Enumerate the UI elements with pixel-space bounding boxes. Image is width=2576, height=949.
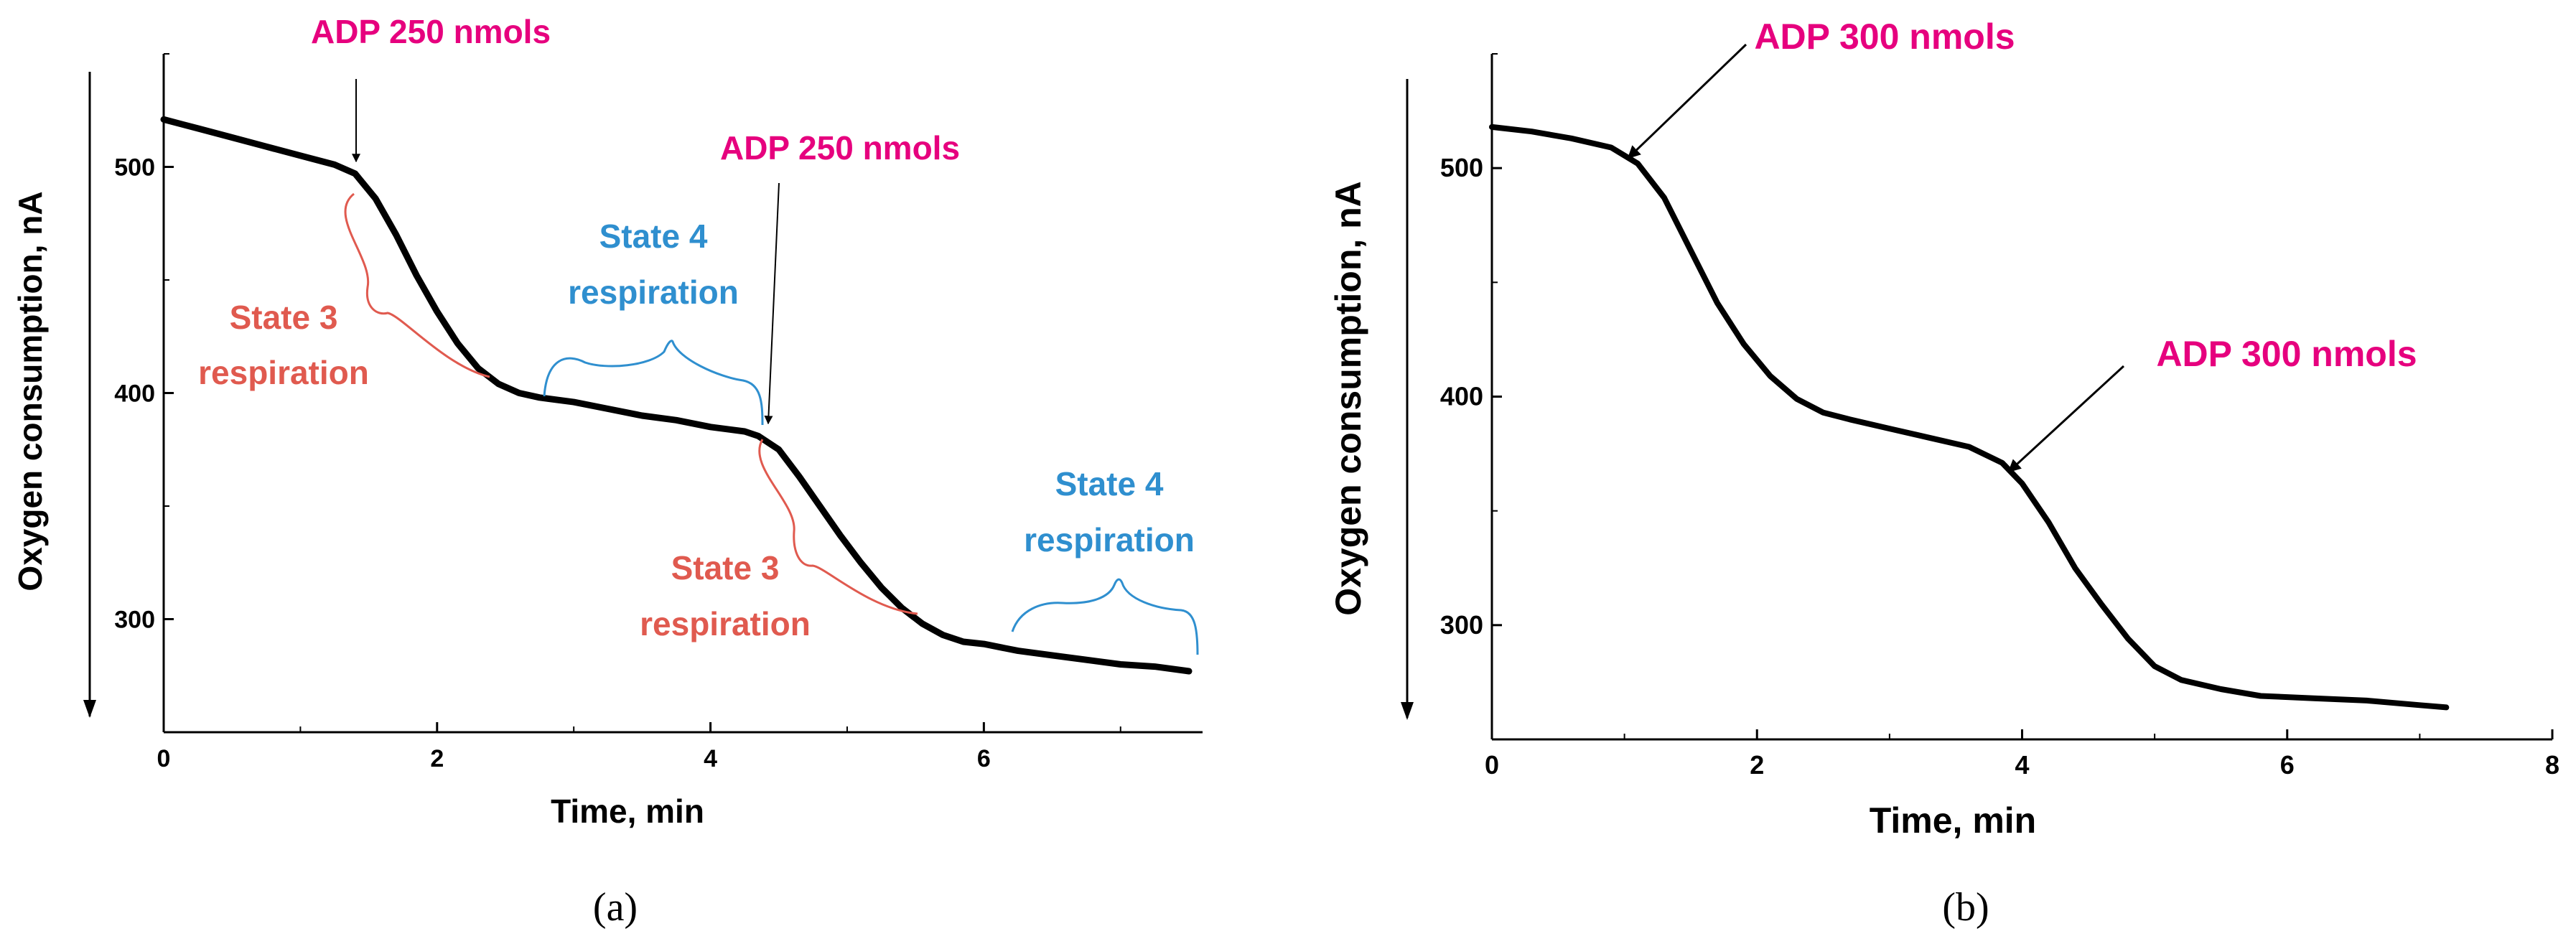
panel-b-adp-arrow-2 [2007,365,2125,473]
panel-b-xtick-label: 0 [1485,750,1499,780]
panel-b-xtick-label: 6 [2280,750,2295,780]
panel-b-ytick-label: 500 [1440,153,1483,182]
panel-b-xlabel: Time, min [1870,800,2036,841]
panel-b-caption: (b) [1942,885,1989,930]
panel-b-ylabel: Oxygen consumption, nA [1328,181,1368,616]
panel-a: 0 2 4 6 300 400 500 Time, min Oxygen consumpt… [11,13,1203,930]
panel-b-xtick-label: 4 [2015,750,2029,780]
panel-a-state4-label-2b: respiration [1024,521,1195,558]
panel-a-ytick-label: 300 [114,607,155,634]
panel-a-state4-bracket-2 [1011,578,1199,655]
panel-a-state4-bracket-1 [543,340,764,426]
panel-a-adp-label-2: ADP 250 nmols [720,129,960,167]
panel-a-xtick-label: 6 [977,745,991,772]
panel-a-state3-label-1a: State 3 [230,299,338,336]
panel-b: 0 2 4 6 8 300 400 500 Time, min Oxygen consump… [1328,17,2559,930]
panel-a-xlabel: Time, min [551,793,704,830]
panel-b-ytick-label: 400 [1440,382,1483,411]
panel-a-xtick-label: 4 [704,745,717,772]
panel-a-caption: (a) [593,885,638,930]
panel-a-state3-label-2b: respiration [640,605,811,642]
panel-b-xtick-label: 8 [2545,750,2559,780]
panel-a-ytick-label: 400 [114,380,155,408]
panel-a-ytick-label: 500 [114,154,155,182]
panel-a-state3-label-2a: State 3 [671,549,780,586]
panel-b-adp-label-1: ADP 300 nmols [1754,17,2015,57]
panel-b-adp-arrow-1 [1627,43,1747,159]
panel-a-ylabel-arrowhead [83,700,96,718]
panel-b-adp-label-2: ADP 300 nmols [2156,334,2417,374]
panel-a-state4-label-1b: respiration [568,274,739,311]
panel-a-trace [160,116,1193,675]
panel-a-state3-label-1b: respiration [198,354,369,391]
panel-a-state4-label-1a: State 4 [599,218,708,255]
panel-a-state4-label-2a: State 4 [1055,465,1164,502]
panel-a-xtick-label: 0 [157,745,171,772]
panel-a-adp-label-1: ADP 250 nmols [311,13,551,50]
panel-b-trace [1489,123,2450,711]
panel-a-xtick-label: 2 [430,745,444,772]
panel-a-adp-arrow-2 [764,182,780,425]
panel-a-state3-bracket-1 [344,192,490,378]
panel-b-ytick-label: 300 [1440,610,1483,640]
panel-a-state3-bracket-2 [758,439,918,615]
panel-a-ylabel: Oxygen consumption, nA [11,191,49,591]
panel-b-xtick-label: 2 [1750,750,1764,780]
panel-b-ylabel-arrowhead [1401,702,1414,720]
